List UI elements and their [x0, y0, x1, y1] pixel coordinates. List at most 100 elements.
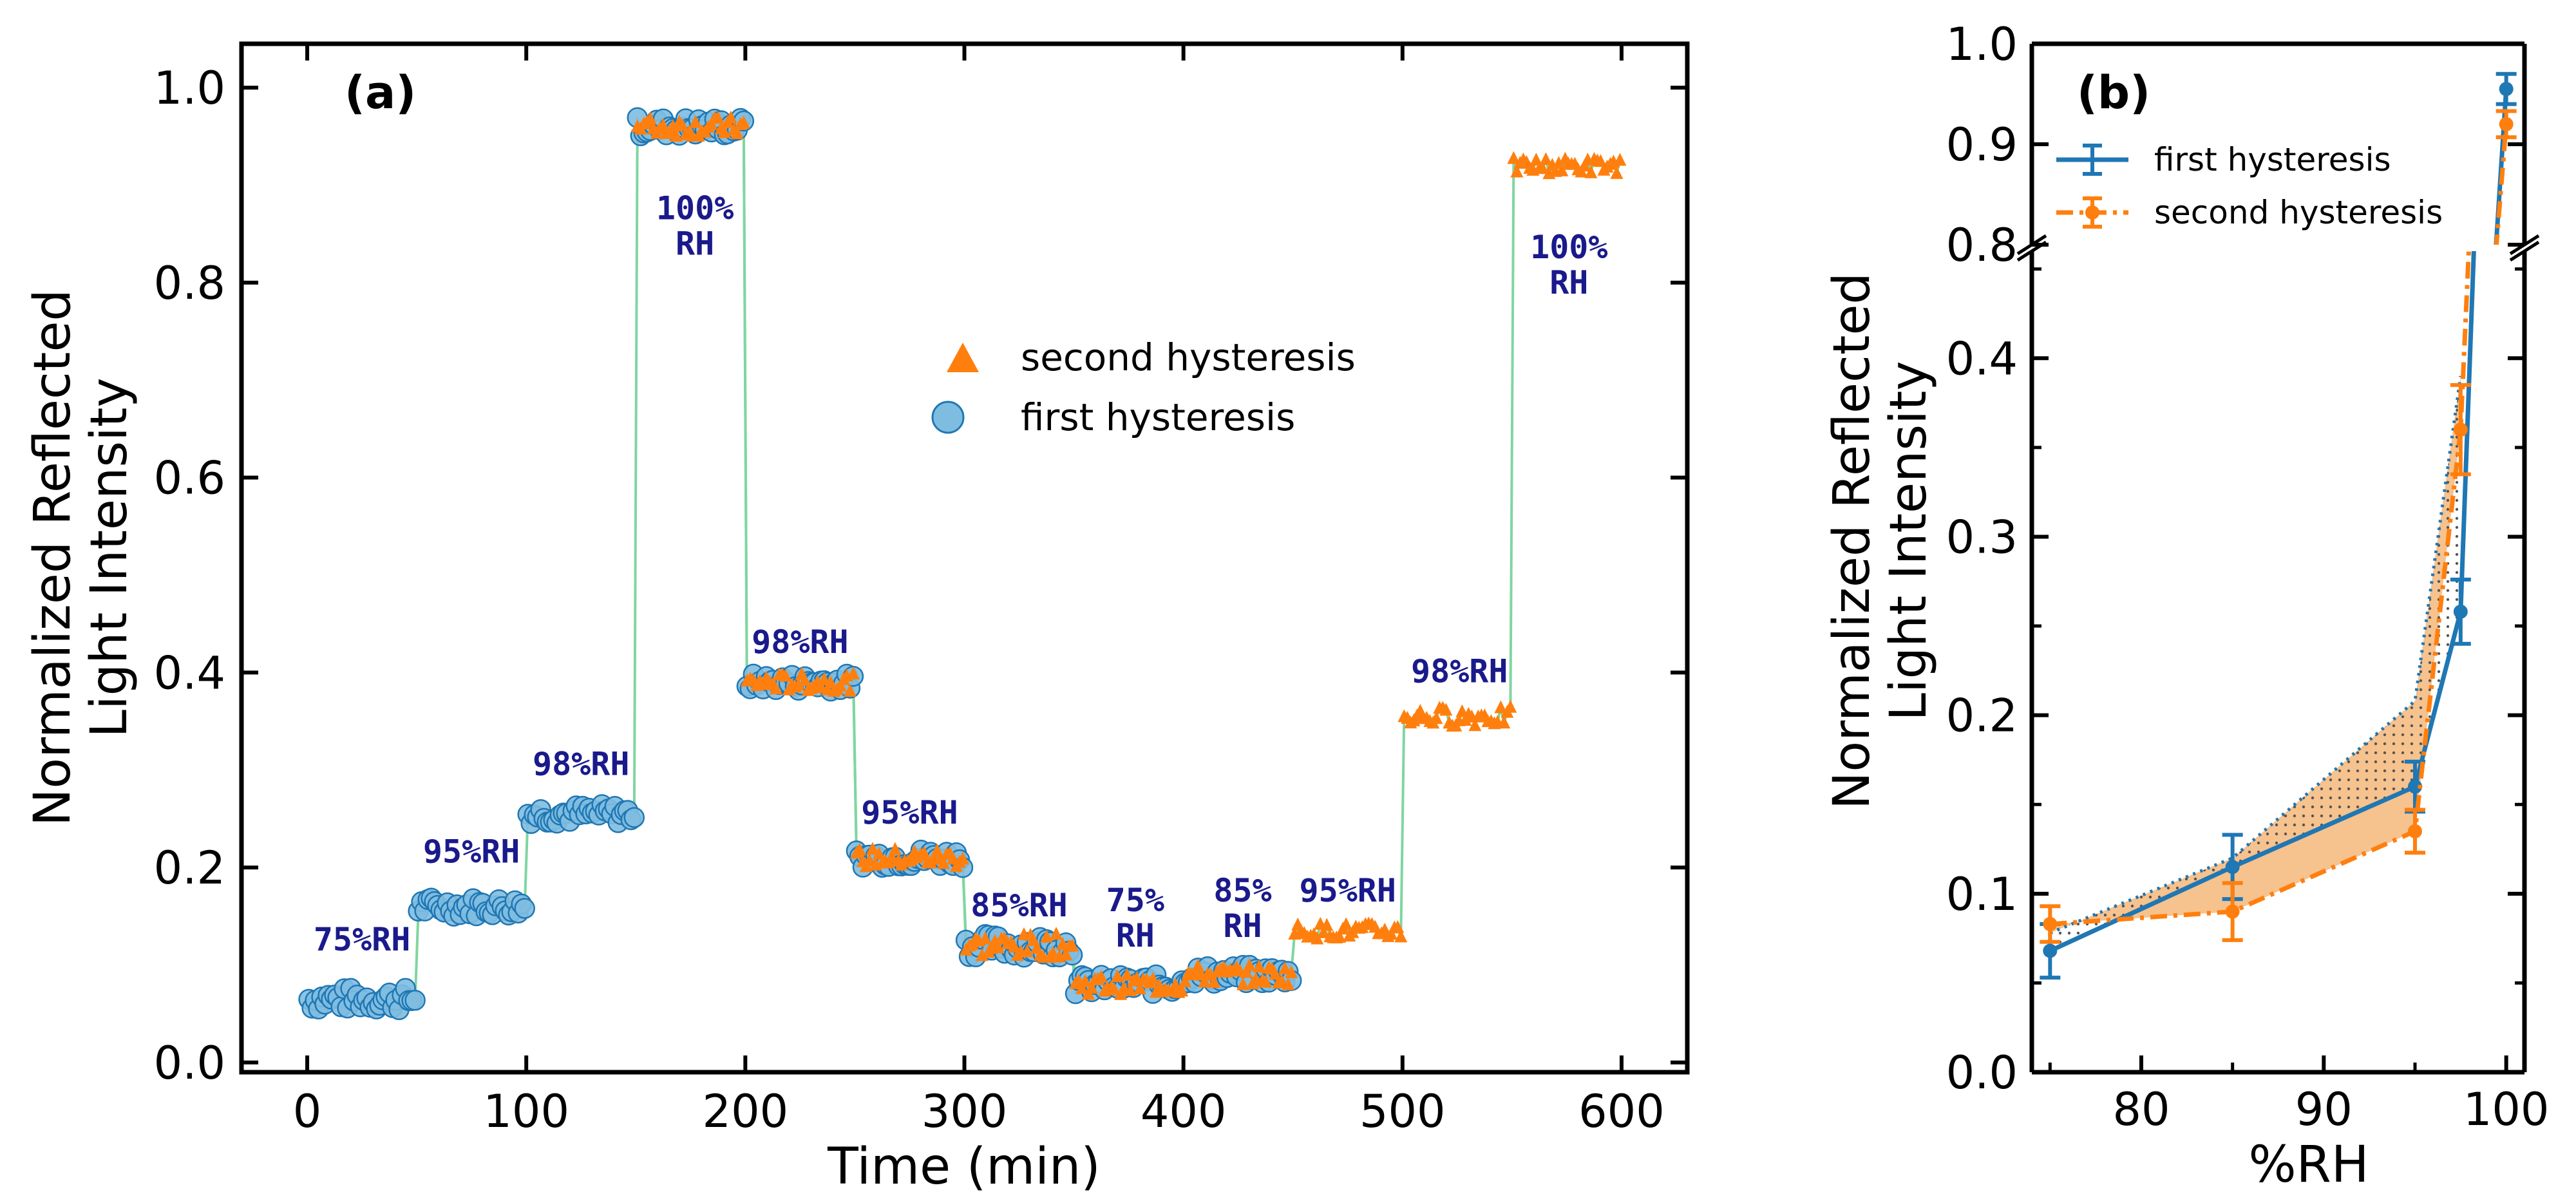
axis-break-mark [2509, 240, 2540, 262]
panel-a-xlabel: Time (min) [827, 1138, 1101, 1196]
x-tick-label: 500 [1359, 1085, 1446, 1138]
second-hysteresis-point [1536, 161, 1549, 175]
panel-b-xlabel: %RH [2249, 1136, 2369, 1194]
second-hysteresis-point [1340, 917, 1353, 931]
panel-a-legend: second hysteresis first hysteresis [931, 336, 1356, 439]
second-hysteresis-point [2408, 824, 2422, 838]
panel-b-label: (b) [2077, 66, 2150, 119]
panel-b-lower-plot: 80 90 100 0.0 0.1 0.2 0.3 0.4 [1946, 251, 2549, 1136]
y-tick-label: 0.6 [154, 452, 225, 505]
second-hysteresis-point [1146, 972, 1160, 985]
x-tick-label: 400 [1141, 1085, 1227, 1138]
y-tick-label: 0.0 [154, 1037, 225, 1090]
second-hysteresis-point [1050, 927, 1063, 940]
rh-label: 98%RH [1411, 653, 1508, 690]
second-hysteresis-point [862, 853, 876, 866]
b-upper-y-tick-label: 0.9 [1946, 118, 2018, 171]
second-hysteresis-point [1175, 983, 1189, 997]
second-hysteresis-point [724, 110, 737, 124]
second-hysteresis-point [1095, 969, 1108, 983]
second-hysteresis-point [1259, 974, 1273, 988]
second-hysteresis-upper-point [2226, 951, 2240, 965]
x-tick-label: 100 [483, 1085, 569, 1138]
first-hysteresis-point [623, 807, 645, 828]
second-hysteresis-point [1208, 974, 1221, 988]
panel-b-upper-content [2226, 71, 2517, 965]
second-hysteresis-point [1236, 977, 1250, 990]
rh-label: RH [1549, 264, 1588, 301]
x-tick-label: 0 [293, 1085, 322, 1138]
second-hysteresis-point [1320, 918, 1334, 931]
first-hysteresis-upper-point [2454, 782, 2468, 797]
second-hysteresis-point [1539, 152, 1553, 165]
second-hysteresis-point [866, 842, 879, 855]
second-hysteresis-point [1179, 974, 1192, 987]
second-hysteresis-point [1040, 929, 1054, 943]
panel-b: 80 90 100 0.0 0.1 0.2 0.3 0.4 0.8 0.9 1.0 (b) fir… [1823, 18, 2549, 1194]
legend-triangle-marker [947, 343, 979, 372]
legend-first-hysteresis-b: first hysteresis [2154, 141, 2391, 178]
second-hysteresis-point [1282, 977, 1295, 990]
second-hysteresis-point [956, 851, 969, 865]
first-hysteresis-point [2408, 779, 2422, 794]
second-hysteresis-point [798, 673, 811, 686]
second-hysteresis-point [643, 111, 657, 125]
rh-label: RH [1223, 907, 1262, 945]
second-hysteresis-point [1494, 700, 1508, 714]
rh-label: 75% [1106, 882, 1164, 919]
second-hysteresis-point [1394, 929, 1408, 943]
second-hysteresis-point [737, 115, 750, 129]
first-hysteresis-point [404, 990, 426, 1011]
b-y-tick-label: 0.0 [1946, 1046, 2018, 1099]
first-hysteresis-point [514, 898, 535, 919]
first-hysteresis-point [2043, 943, 2058, 958]
second-hysteresis-point [1333, 929, 1347, 943]
panel-a: 0 100 200 300 400 500 600 0.0 0.2 0.4 0.6 0.8 1.0 (a… [24, 41, 1690, 1196]
rh-label: 100% [656, 189, 734, 227]
second-hysteresis-point [846, 667, 860, 680]
rh-label: 95%RH [423, 833, 520, 871]
second-hysteresis-point [979, 931, 992, 945]
second-hysteresis-point [769, 681, 782, 695]
second-hysteresis-point [1066, 938, 1079, 952]
second-hysteresis-point [1253, 959, 1266, 972]
y-tick-label: 0.8 [154, 257, 225, 310]
rh-label: 95%RH [861, 794, 958, 831]
second-hysteresis-point [791, 677, 805, 691]
b-y-tick-label: 0.1 [1946, 868, 2018, 921]
panel-b-upper-plot: 0.8 0.9 1.0 [1946, 18, 2540, 965]
second-hysteresis-point [1507, 151, 1520, 164]
first-hysteresis-upper-point [2408, 880, 2422, 894]
panel-b-legend: first hysteresis second hysteresis [2056, 141, 2443, 231]
x-tick-label: 600 [1578, 1085, 1665, 1138]
hysteresis-dotted-area [2050, 376, 2461, 951]
second-hysteresis-point [730, 126, 744, 139]
second-hysteresis-point [1240, 965, 1253, 978]
second-hysteresis-point [688, 115, 702, 128]
second-hysteresis-point [1021, 944, 1034, 958]
b-x-tick-label: 80 [2112, 1083, 2170, 1136]
second-hysteresis-point [1075, 981, 1089, 994]
panel-a-ticks: 0 100 200 300 400 500 600 0.0 0.2 0.4 0.6 0.8 1.0 [154, 44, 1687, 1138]
b-y-tick-label: 0.3 [1946, 511, 2018, 563]
rh-label: RH [1116, 917, 1155, 954]
second-hysteresis-point [1133, 981, 1147, 994]
second-hysteresis-point [885, 849, 898, 863]
second-hysteresis-point [2043, 916, 2058, 931]
second-hysteresis-point [1085, 981, 1099, 994]
second-hysteresis-point [1111, 969, 1124, 982]
second-hysteresis-point [1317, 925, 1331, 938]
second-hysteresis-trace [636, 114, 1622, 998]
second-hysteresis-point [936, 856, 950, 869]
second-hysteresis-point [976, 948, 989, 961]
second-hysteresis-point [1278, 961, 1292, 975]
second-hysteresis-upper-point [2499, 117, 2514, 131]
panel-b-ylabel-line1: Normalized Reflected [1823, 272, 1881, 809]
second-hysteresis-point [1121, 968, 1134, 981]
y-tick-label: 0.4 [154, 647, 225, 699]
rh-label: 85%RH [971, 887, 1068, 924]
second-hysteresis-point [1497, 715, 1511, 729]
second-hysteresis-point [779, 668, 792, 682]
b-y-tick-label: 0.4 [1946, 332, 2018, 385]
second-hysteresis-point [888, 842, 902, 855]
